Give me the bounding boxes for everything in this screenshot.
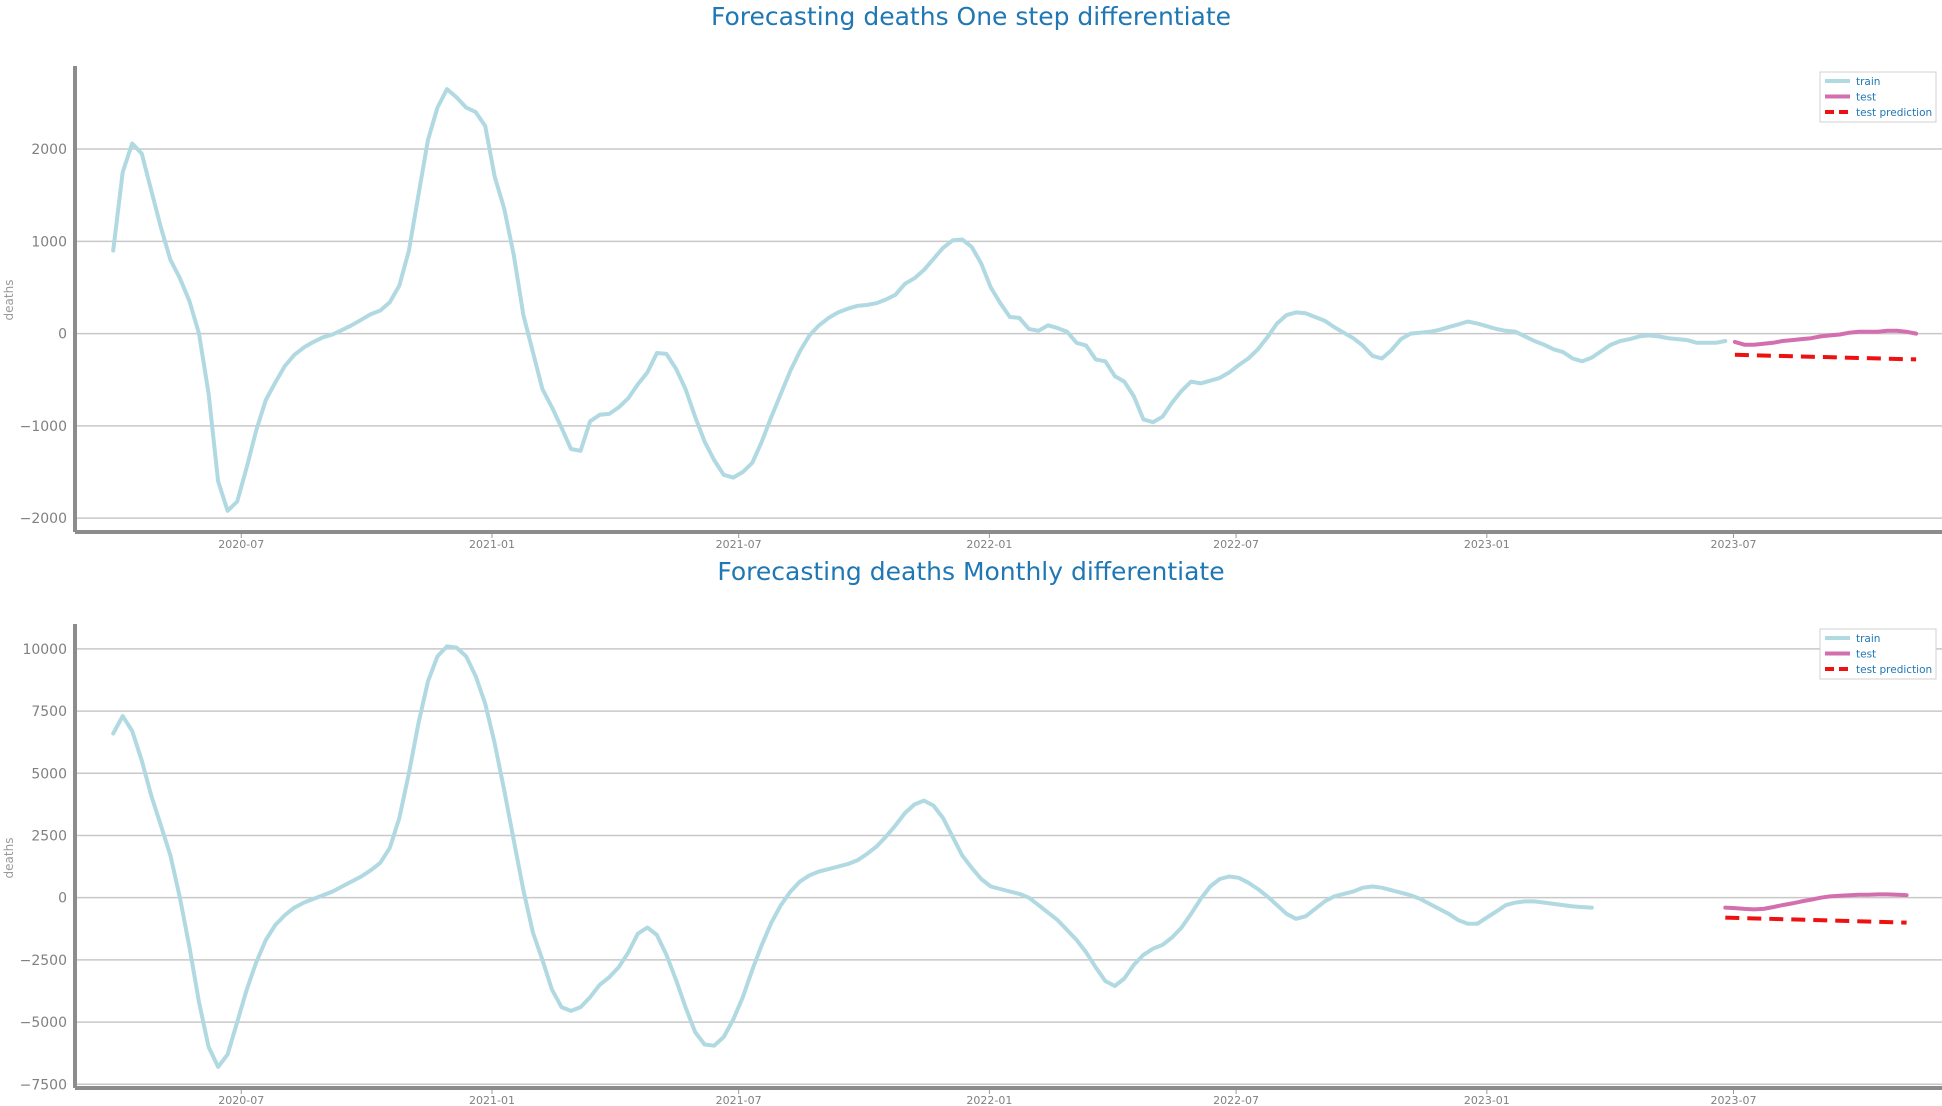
series-line-train bbox=[111, 644, 1594, 1069]
x-tick-label: 2021-07 bbox=[716, 1094, 762, 1106]
chart-monthly: Forecasting deaths Monthly differentiate… bbox=[0, 553, 1942, 1106]
y-tick-label: −1000 bbox=[20, 419, 67, 435]
series-line-test-prediction bbox=[1734, 352, 1917, 362]
legend-label: train bbox=[1856, 633, 1880, 645]
x-tick-label: 2022-01 bbox=[966, 538, 1012, 551]
legend-label: test bbox=[1856, 649, 1876, 661]
y-tick-label: −2000 bbox=[20, 511, 67, 527]
x-tick-label: 2023-01 bbox=[1464, 1094, 1510, 1106]
x-tick-label: 2021-07 bbox=[716, 538, 762, 551]
y-tick-label: 0 bbox=[58, 327, 67, 343]
chart-title: Forecasting deaths One step differentiat… bbox=[710, 2, 1232, 31]
legend: train test test prediction bbox=[1819, 628, 1937, 680]
chart-one-step: Forecasting deaths One step differentiat… bbox=[2, 2, 1942, 551]
y-tick-label: 7500 bbox=[31, 704, 67, 720]
y-axis-label: deaths bbox=[2, 838, 16, 879]
y-tick-label: 0 bbox=[58, 891, 67, 907]
y-axis-label: deaths bbox=[2, 280, 16, 321]
x-tick-label: 2023-01 bbox=[1464, 538, 1510, 551]
x-tick-label: 2020-07 bbox=[218, 538, 264, 551]
legend: train test test prediction bbox=[1819, 71, 1937, 123]
chart-title: Forecasting deaths Monthly differentiate bbox=[717, 557, 1225, 586]
y-tick-label: 1000 bbox=[31, 234, 67, 250]
series-line-test bbox=[1723, 892, 1909, 912]
x-tick-label: 2022-07 bbox=[1213, 538, 1259, 551]
x-tick-label: 2022-01 bbox=[966, 1094, 1012, 1106]
y-tick-label: 5000 bbox=[31, 766, 67, 782]
series-line-test bbox=[1732, 328, 1919, 347]
x-tick-label: 2022-07 bbox=[1213, 1094, 1259, 1106]
chart-plot-area: 2000 1000 0 −1000 −2000 2020-07 2021-01 2021-07… bbox=[2, 66, 1942, 551]
x-tick-label: 2021-01 bbox=[469, 538, 515, 551]
x-tick-label: 2023-07 bbox=[1711, 1094, 1757, 1106]
y-tick-label: −5000 bbox=[20, 1015, 67, 1031]
y-tick-label: 2500 bbox=[31, 828, 67, 844]
legend-label: test bbox=[1856, 92, 1876, 104]
x-tick-label: 2021-01 bbox=[469, 1094, 515, 1106]
legend-label: test prediction bbox=[1856, 107, 1932, 119]
y-tick-label: −2500 bbox=[20, 953, 67, 969]
y-tick-label: 10000 bbox=[22, 642, 67, 658]
x-tick-label: 2020-07 bbox=[218, 1094, 264, 1106]
legend-label: test prediction bbox=[1856, 664, 1932, 676]
series-line-test-prediction bbox=[1725, 915, 1907, 925]
x-tick-label: 2023-07 bbox=[1711, 538, 1757, 551]
legend-label: train bbox=[1856, 76, 1880, 88]
y-tick-label: 2000 bbox=[31, 142, 67, 158]
chart-plot-area: 10000 7500 5000 2500 0 −2500 −5000 −7500 2020-07… bbox=[2, 624, 1942, 1106]
y-tick-label: −7500 bbox=[20, 1077, 67, 1093]
series-line-train bbox=[111, 87, 1728, 513]
